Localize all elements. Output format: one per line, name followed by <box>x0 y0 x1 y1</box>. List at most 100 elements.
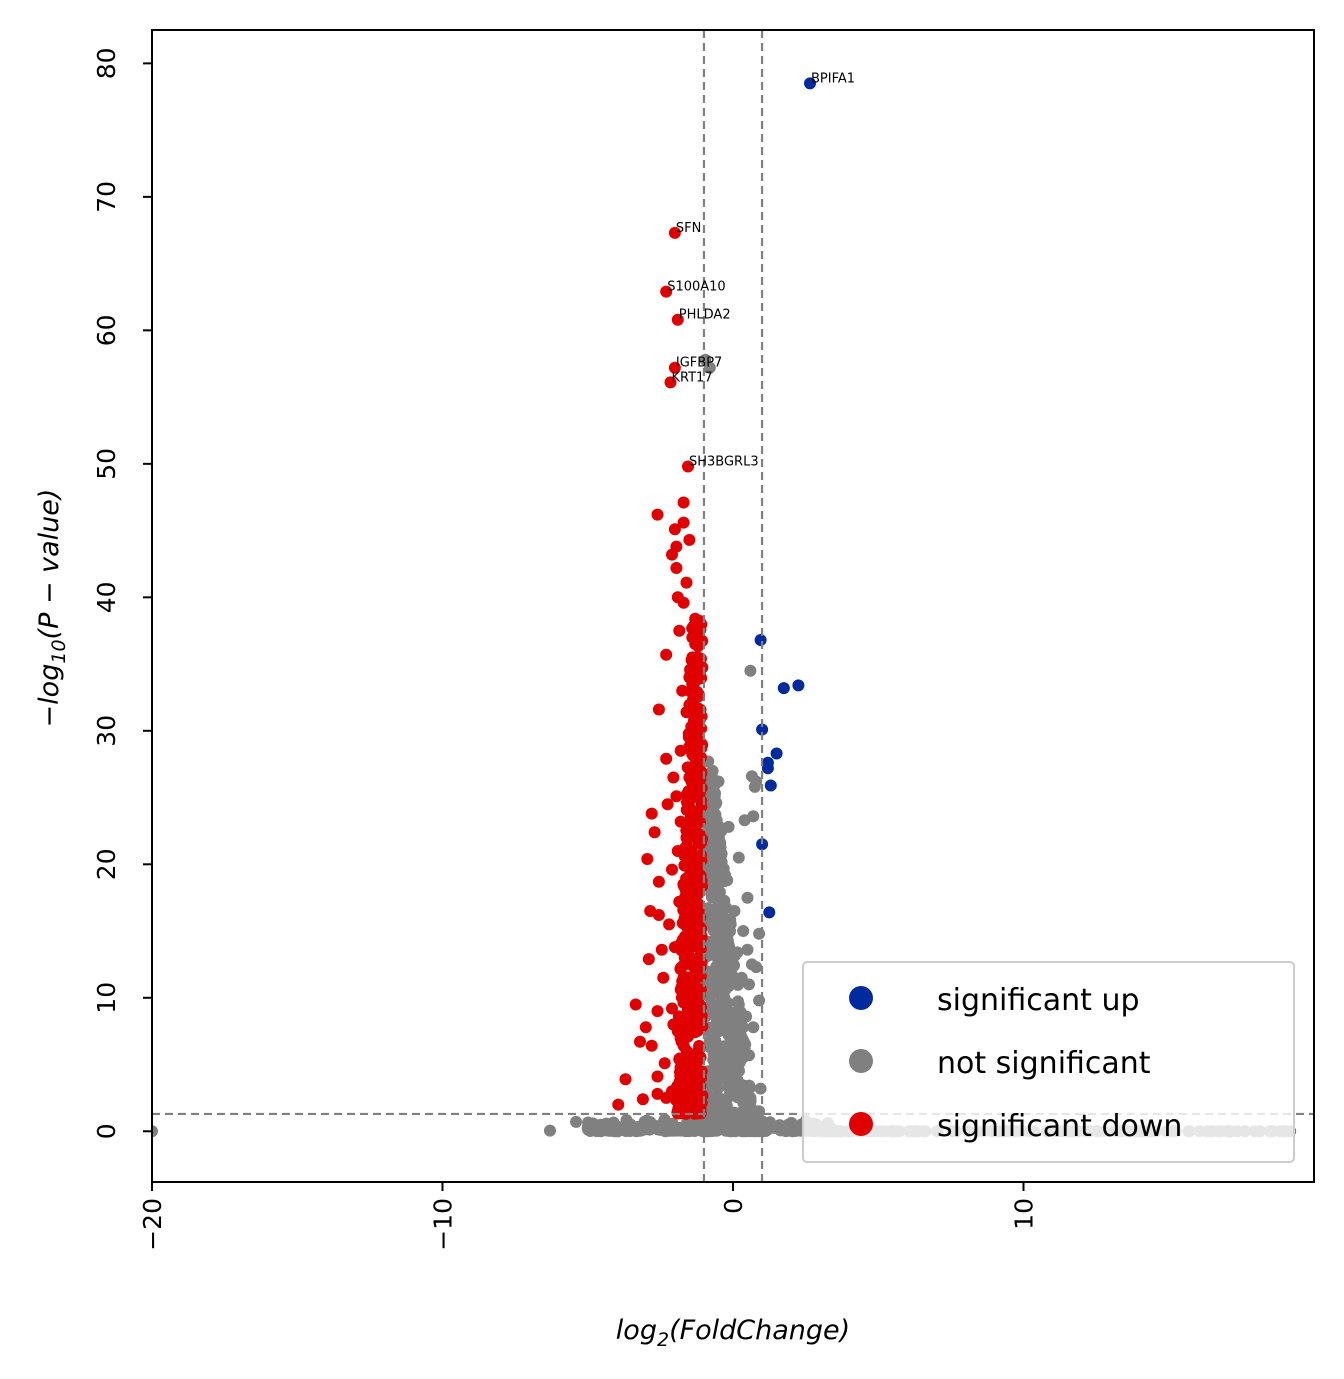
point-up <box>792 679 805 692</box>
point-ns <box>715 1093 728 1106</box>
point-down <box>695 836 707 849</box>
series-not-significant <box>152 353 827 1138</box>
gene-label: BPIFA1 <box>811 71 855 86</box>
point-down <box>619 1073 632 1086</box>
point-ns <box>735 971 748 984</box>
point-down <box>671 1025 684 1038</box>
point-down <box>668 941 681 954</box>
point-up <box>764 779 777 792</box>
point-ns <box>581 1121 594 1134</box>
point-down <box>668 523 681 536</box>
legend: significant up not significant significa… <box>802 961 1295 1163</box>
point-down <box>652 703 665 716</box>
ns-dense-point <box>730 1123 743 1136</box>
point-ns <box>709 798 722 811</box>
point-down <box>689 1015 702 1028</box>
point-ns <box>737 925 750 937</box>
point-down <box>671 313 684 326</box>
point-ns <box>732 1113 745 1126</box>
y-tick-label: 40 <box>92 581 121 613</box>
point-ns <box>770 1121 783 1134</box>
point-down <box>677 496 690 509</box>
ns-dense-point <box>726 961 739 974</box>
point-down <box>670 562 683 574</box>
point-down <box>692 970 705 983</box>
point-ns <box>744 664 757 677</box>
point-down <box>677 596 690 609</box>
x-tick-label: 0 <box>719 1198 748 1214</box>
point-ns <box>718 911 731 924</box>
point-down <box>666 863 678 876</box>
y-axis-label-rest: (P − value) <box>34 489 65 640</box>
point-ns <box>731 946 744 959</box>
y-tick-label: 10 <box>92 982 121 1014</box>
point-ns <box>703 1034 716 1047</box>
legend-marker-ns <box>849 1049 873 1073</box>
point-ns <box>716 1055 729 1068</box>
point-ns <box>740 1010 753 1023</box>
point-up <box>761 762 774 775</box>
point-down <box>670 790 683 803</box>
gene-label: SH3BGRL3 <box>689 455 759 470</box>
point-ns <box>732 851 745 864</box>
point-down <box>683 954 696 967</box>
legend-marker-down <box>849 1112 873 1136</box>
point-ns <box>722 820 735 833</box>
legend-label-down: significant down <box>937 1109 1182 1144</box>
point-ns <box>729 1031 742 1044</box>
down-dense-point <box>693 950 706 963</box>
y-axis-label-main: −log <box>34 664 65 728</box>
point-up <box>756 723 769 736</box>
point-down <box>660 648 673 661</box>
point-down <box>666 548 678 561</box>
x-tick-label: −10 <box>429 1198 458 1251</box>
point-down <box>664 376 677 389</box>
point-ns <box>754 1082 767 1095</box>
x-axis-ticks: −20 −10 0 10 <box>138 1182 1039 1251</box>
point-down <box>680 576 693 589</box>
point-down <box>680 706 693 719</box>
y-tick-label: 0 <box>92 1123 121 1139</box>
point-down <box>689 938 702 951</box>
point-down <box>692 804 705 817</box>
point-ns <box>705 887 718 900</box>
point-down <box>673 895 686 908</box>
point-down <box>660 285 673 298</box>
point-down <box>673 624 686 637</box>
point-ns <box>747 810 760 823</box>
point-down <box>689 638 702 650</box>
point-down <box>682 1030 694 1043</box>
ns-dense-point <box>715 1118 728 1131</box>
point-down <box>689 1083 702 1096</box>
point-down <box>689 858 702 871</box>
point-down <box>686 906 699 919</box>
y-tick-label: 50 <box>92 448 121 480</box>
legend-label-ns: not significant <box>937 1046 1151 1081</box>
point-ns <box>712 858 725 871</box>
point-ns <box>750 961 763 974</box>
point-ns <box>785 1123 798 1136</box>
point-up <box>756 838 769 851</box>
point-up <box>770 747 783 760</box>
point-ns <box>709 1045 722 1058</box>
point-down <box>651 1005 664 1018</box>
gene-label: SFN <box>676 221 701 236</box>
point-down <box>673 1053 686 1066</box>
point-ns <box>729 1071 742 1084</box>
ns-dense-point <box>739 1124 752 1137</box>
ns-dense-point <box>724 1013 736 1026</box>
point-ns <box>753 994 766 1007</box>
down-dense-point <box>689 689 702 702</box>
point-up <box>763 906 776 919</box>
y-tick-label: 60 <box>92 314 121 346</box>
point-down <box>695 652 707 665</box>
point-down <box>657 971 670 984</box>
point-down <box>695 751 707 764</box>
point-down <box>695 1071 707 1084</box>
point-ns <box>706 842 719 855</box>
point-ns <box>570 1115 583 1128</box>
y-tick-label: 70 <box>92 181 121 213</box>
x-axis-label-subscript: 2 <box>657 1329 669 1351</box>
series-significant-up <box>754 77 816 919</box>
